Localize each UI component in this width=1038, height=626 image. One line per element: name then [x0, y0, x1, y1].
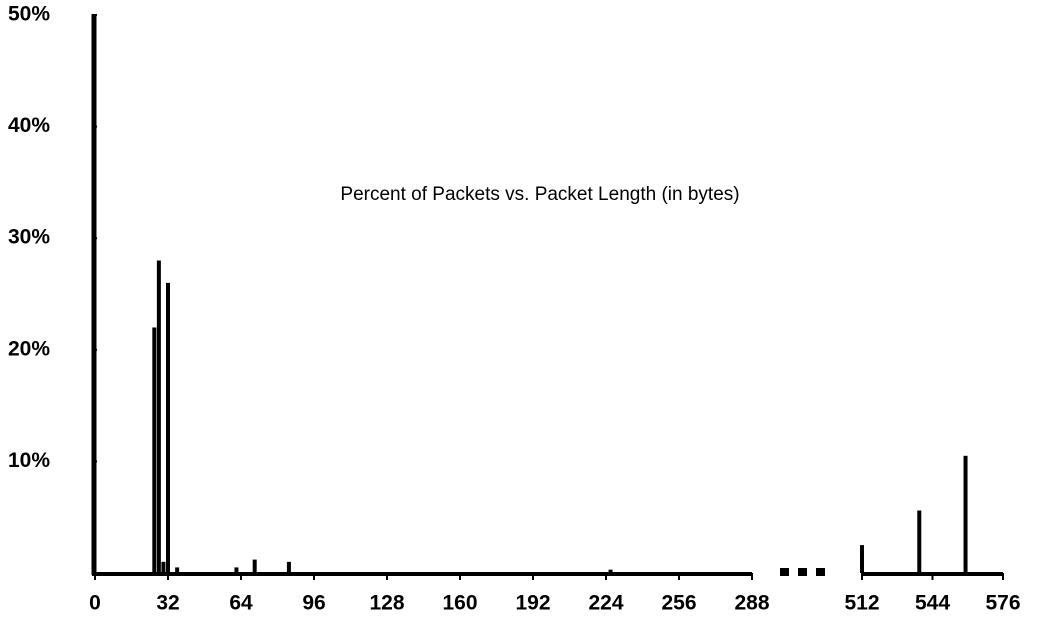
bar — [156, 260, 161, 573]
x-tick-label: 544 — [915, 592, 950, 615]
y-tick-label: 50% — [8, 3, 50, 26]
x-tick-label: 576 — [985, 592, 1020, 615]
y-tick-label: 20% — [8, 337, 50, 360]
y-tick-label: 30% — [8, 226, 50, 249]
bar — [175, 567, 180, 573]
bar — [161, 561, 166, 573]
y-tick-label: 40% — [8, 114, 50, 137]
x-tick-label: 512 — [844, 592, 879, 615]
x-tick-label: 64 — [229, 592, 253, 615]
x-tick-label: 0 — [89, 592, 101, 615]
x-tick-label: 224 — [588, 592, 623, 615]
bar — [963, 455, 968, 573]
x-tick-label: 256 — [661, 592, 696, 615]
y-tick-label: 10% — [8, 449, 50, 472]
bar — [608, 569, 613, 573]
x-tick-label: 160 — [442, 592, 477, 615]
bar — [152, 327, 157, 573]
x-tick-label: 96 — [302, 592, 325, 615]
x-tick-label: 288 — [734, 592, 769, 615]
bar — [860, 545, 864, 573]
axis-break-mark — [780, 568, 789, 576]
x-tick-label: 192 — [515, 592, 550, 615]
x-tick-label: 128 — [369, 592, 404, 615]
bar — [917, 510, 922, 573]
chart-title: Percent of Packets vs. Packet Length (in… — [340, 184, 739, 205]
axis-break-mark — [816, 568, 825, 576]
bar — [286, 561, 291, 573]
bar — [234, 567, 239, 573]
bar — [252, 559, 257, 573]
bar — [166, 282, 170, 573]
axis-break-mark — [798, 568, 807, 576]
x-tick-label: 32 — [156, 592, 179, 615]
